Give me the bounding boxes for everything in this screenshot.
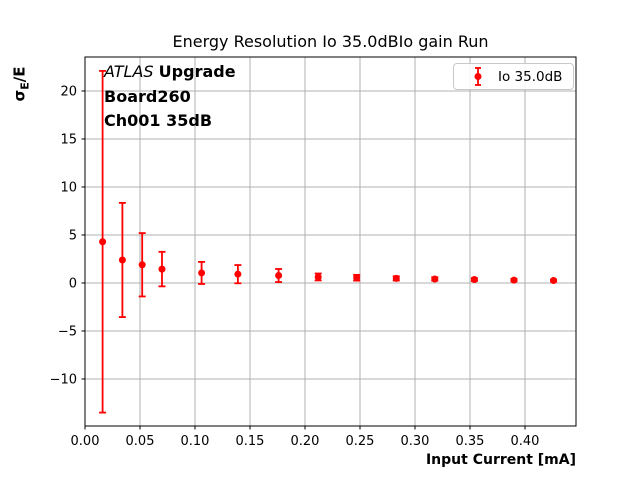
data-point [550,277,558,285]
x-tick-label: 0.30 [400,434,429,449]
x-tick-label: 0.25 [346,434,375,449]
legend-label: Io 35.0dB [498,68,563,85]
errorbar-marker-icon [474,67,482,86]
y-tick-label: 0 [69,277,77,292]
data-point [470,276,478,284]
x-tick-label: 0.20 [291,434,320,449]
annotation-upgrade: Upgrade [158,62,236,81]
x-tick-label: 0.00 [71,434,100,449]
data-point [198,269,206,277]
axes-spines [84,56,577,427]
x-tick-label: 0.10 [181,434,210,449]
data-point [158,265,166,273]
y-tick-label: −10 [50,372,77,387]
y-axis-label: σE/E [11,67,32,102]
data-point [118,256,126,264]
y-tick-label: 5 [69,229,77,244]
data-point [99,238,107,246]
annotation-line-1: ATLAS Upgrade [104,60,236,85]
x-tick-label: 0.40 [510,434,539,449]
data-point [138,261,146,269]
annotation-atlas: ATLAS [104,62,154,81]
ylabel-subscript: E [18,82,32,90]
annotation-line-3: Ch001 35dB [104,111,213,130]
x-tick-label: 0.05 [126,434,155,449]
legend: Io 35.0dB [453,63,574,90]
data-point [314,273,322,281]
chart-title: Energy Resolution Io 35.0dBIo gain Run [172,32,489,51]
y-tick-label: 10 [60,181,77,196]
y-tick-label: −5 [58,324,77,339]
data-point [275,272,283,280]
x-tick-label: 0.35 [455,434,484,449]
data-point [510,276,518,284]
data-point [234,270,242,278]
data-point [353,274,361,282]
y-tick-label: 15 [60,133,77,148]
x-axis-label: Input Current [mA] [425,452,576,468]
y-tick-label: 20 [60,85,77,100]
data-point [392,274,400,282]
ylabel-sigma: σ [10,89,29,102]
x-tick-label: 0.15 [236,434,265,449]
annotation-line-2: Board260 [104,86,191,106]
data-point [431,275,439,283]
annotation: ATLAS Upgrade Board260 Ch001 35dB [104,60,236,134]
ylabel-rest: /E [10,66,29,83]
